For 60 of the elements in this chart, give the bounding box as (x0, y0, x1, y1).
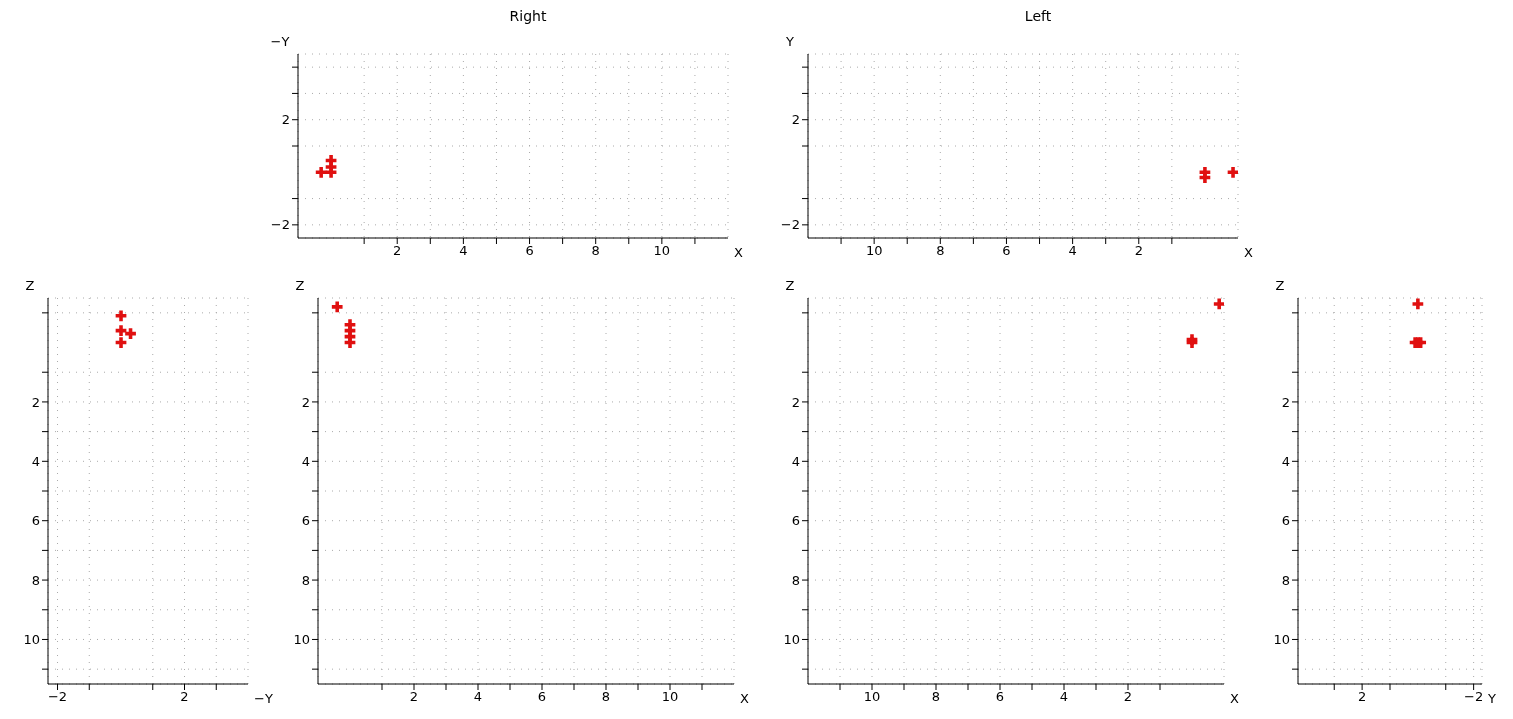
y-axis-title: Z (25, 278, 35, 293)
x-tick-label: 8 (931, 689, 941, 705)
chart-title: Left (1023, 8, 1053, 26)
x-tick-label: 6 (537, 689, 547, 705)
x-axis-title: −Y (254, 690, 273, 706)
y-tick-label: 8 (301, 572, 310, 588)
y-tick-label: 2 (31, 394, 40, 410)
x-axis-title: X (1244, 244, 1253, 260)
y-tick-label: 10 (1273, 632, 1290, 648)
y-axis-title: Z (295, 278, 305, 293)
y-tick-label: −2 (780, 217, 800, 233)
y-axis-title: Y (785, 34, 795, 49)
x-tick-label: 2 (1357, 689, 1367, 705)
x-tick-label: −2 (1464, 689, 1484, 705)
y-tick-label: 6 (301, 513, 310, 529)
x-tick-label: 10 (653, 243, 671, 259)
x-tick-label: 8 (591, 243, 600, 259)
y-tick-label: 4 (301, 453, 310, 469)
y-tick-label: 6 (791, 513, 800, 529)
x-tick-label: 2 (393, 243, 402, 259)
x-tick-label: 8 (601, 689, 611, 705)
chart-title: Right (508, 8, 548, 26)
y-tick-label: 6 (31, 513, 40, 529)
x-tick-label: 4 (473, 689, 483, 705)
x-tick-label: 6 (995, 689, 1005, 705)
y-tick-label: 2 (1281, 394, 1290, 410)
y-tick-label: 10 (783, 632, 800, 648)
y-tick-label: 2 (791, 112, 800, 128)
x-tick-label: 4 (459, 243, 468, 259)
y-tick-label: 10 (23, 632, 40, 648)
x-tick-label: 6 (525, 243, 534, 259)
y-axis-title: Z (1275, 278, 1285, 293)
y-tick-label: 4 (31, 453, 40, 469)
y-tick-label: 6 (1281, 513, 1290, 529)
y-tick-label: 8 (1281, 572, 1290, 588)
y-tick-label: 8 (791, 572, 800, 588)
x-tick-label: 10 (865, 243, 883, 259)
y-tick-label: 4 (791, 453, 800, 469)
x-tick-label: 2 (409, 689, 419, 705)
x-axis-title: X (734, 244, 743, 260)
x-tick-label: 2 (180, 689, 189, 705)
x-axis-title: Y (1487, 690, 1496, 706)
x-axis-title: X (1230, 690, 1239, 706)
x-axis-title: X (740, 690, 749, 706)
x-tick-label: 10 (863, 689, 881, 705)
x-tick-label: 4 (1068, 243, 1077, 259)
x-tick-label: 4 (1059, 689, 1069, 705)
y-tick-label: 2 (301, 394, 310, 410)
x-tick-label: 6 (1002, 243, 1011, 259)
x-tick-label: 2 (1123, 689, 1133, 705)
x-tick-label: −2 (47, 689, 68, 705)
y-tick-label: 10 (293, 632, 310, 648)
y-tick-label: 2 (791, 394, 800, 410)
x-tick-label: 2 (1134, 243, 1143, 259)
x-tick-label: 10 (661, 689, 679, 705)
y-tick-label: 4 (1281, 453, 1290, 469)
y-axis-title: −Y (270, 34, 290, 49)
x-tick-label: 8 (936, 243, 945, 259)
y-tick-label: 8 (31, 572, 40, 588)
y-axis-title: Z (785, 278, 795, 293)
